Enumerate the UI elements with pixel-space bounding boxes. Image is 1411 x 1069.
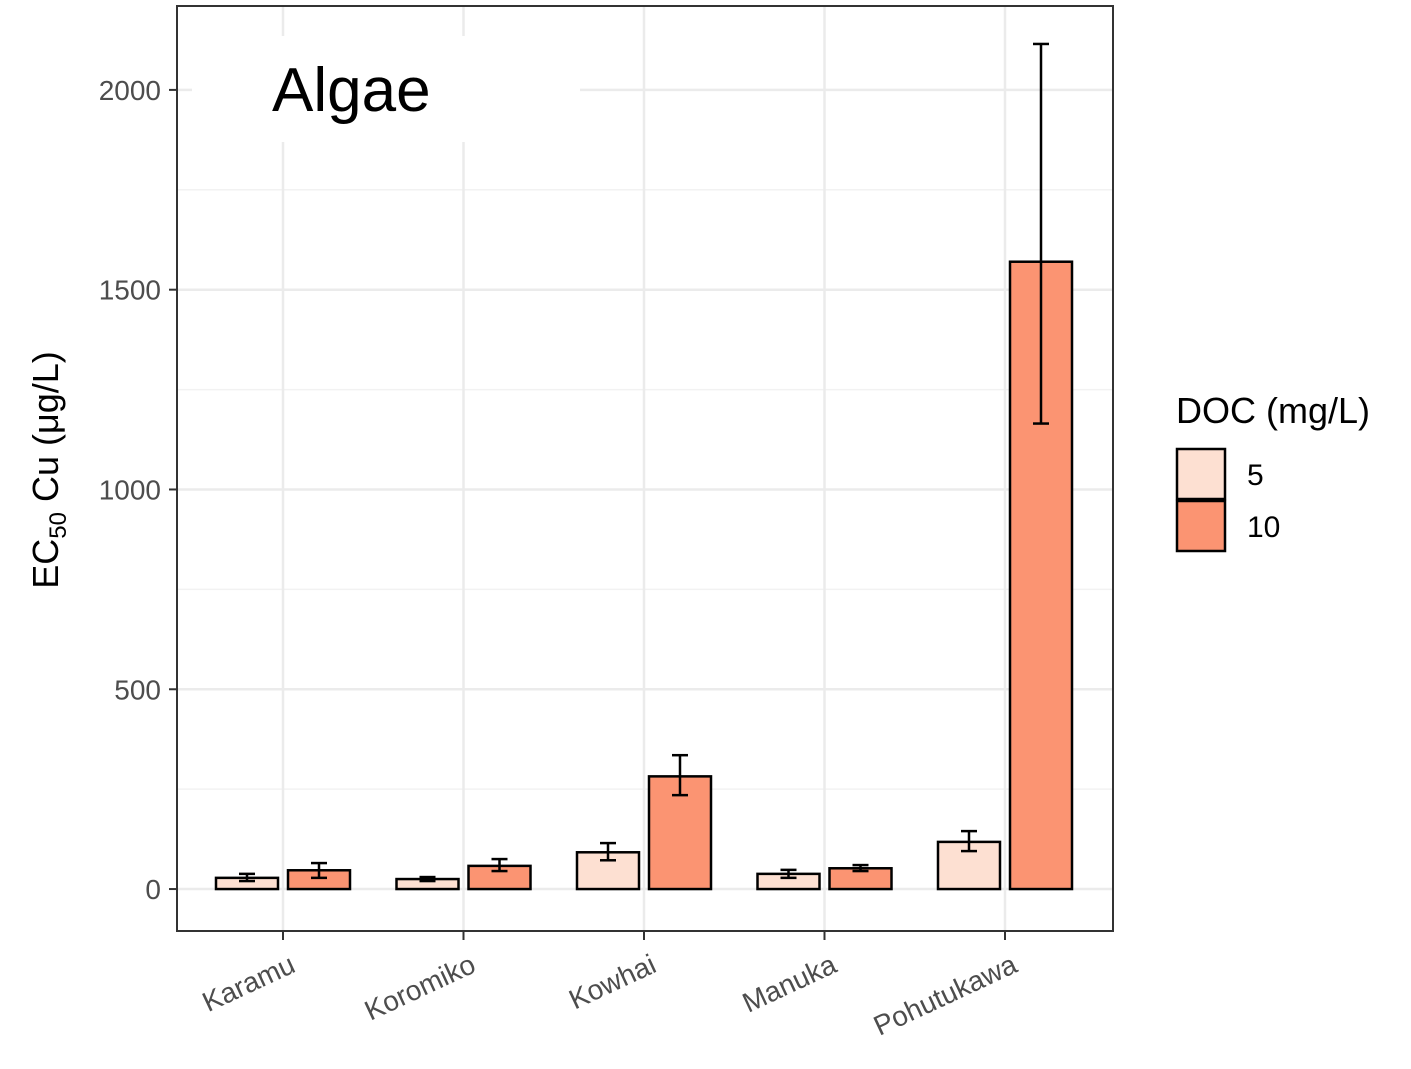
legend-key-doc-5 [1175, 447, 1227, 501]
title-box: Algae [192, 36, 580, 142]
legend-label: 10 [1247, 511, 1280, 544]
chart-title: Algae [272, 56, 431, 125]
legend-keys: 5 10 [1175, 447, 1280, 553]
y-tick-label: 1000 [99, 474, 161, 505]
y-axis-label-subscript: 50 [45, 512, 72, 539]
y-axis-label: EC50 Cu (μg/L) [25, 351, 72, 589]
legend-label: 5 [1247, 459, 1264, 492]
title-background [192, 36, 580, 142]
y-tick-label: 0 [145, 874, 161, 905]
y-tick-label: 2000 [99, 75, 161, 106]
x-tick-label: Koromiko [360, 948, 480, 1026]
legend-title: DOC (mg/L) [1176, 390, 1370, 431]
error-bar-layer [239, 42, 1049, 883]
y-axis-label-rest: Cu (μg/L) [25, 351, 66, 512]
y-axis-label-main: EC [25, 539, 66, 589]
y-tick-label: 500 [114, 674, 161, 705]
x-tick-label: Kowhai [564, 948, 660, 1015]
legend: DOC (mg/L) 5 10 [1175, 390, 1370, 553]
x-tick-label: Pohutukawa [869, 948, 1022, 1041]
x-tick-label: Karamu [198, 948, 300, 1018]
legend-key-doc-10 [1175, 499, 1227, 553]
y-tick-label: 1500 [99, 275, 161, 306]
x-tick-label: Manuka [738, 948, 842, 1018]
